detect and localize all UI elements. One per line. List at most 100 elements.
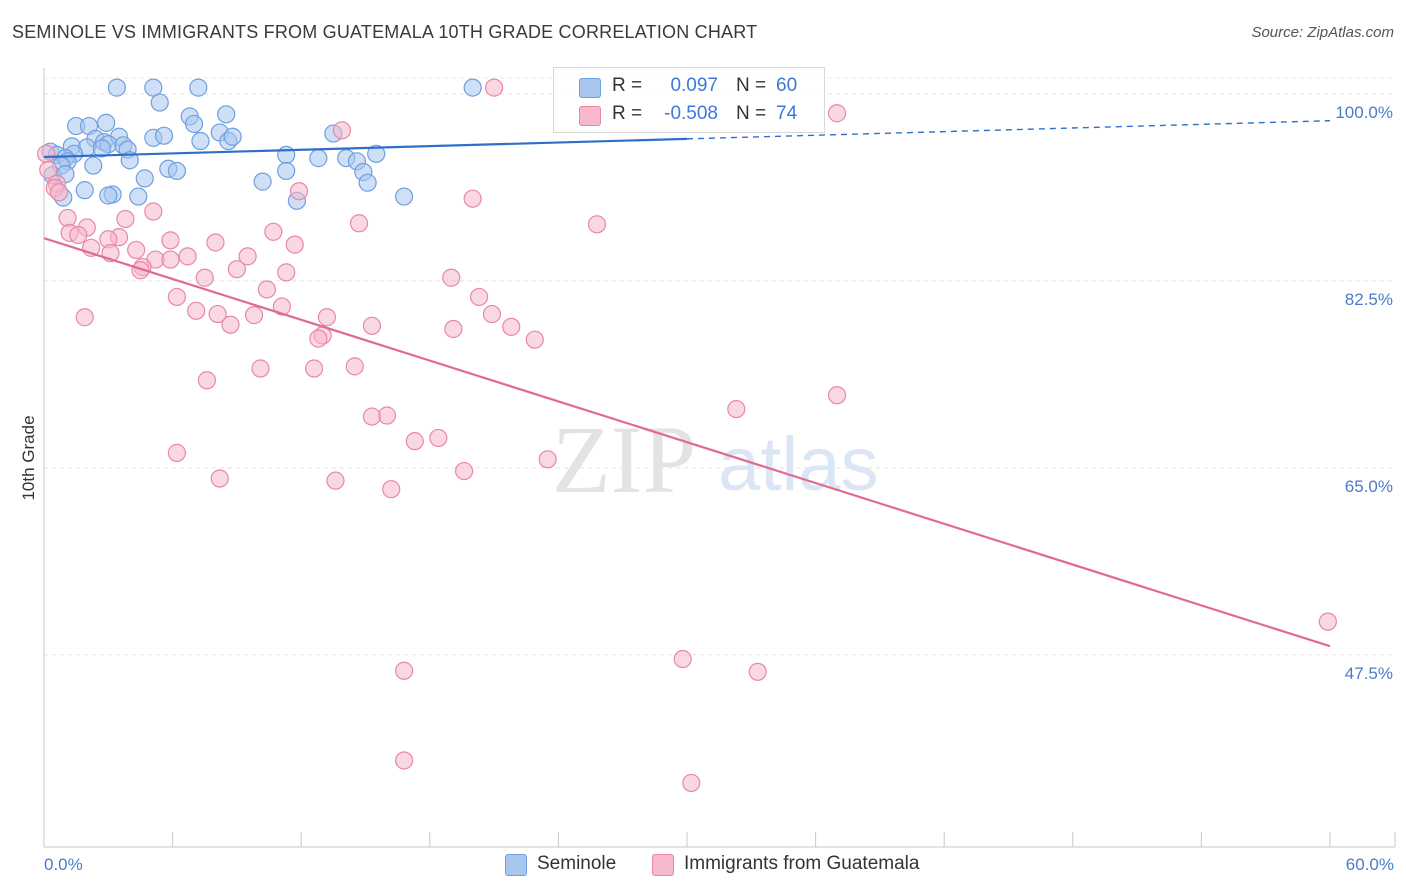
guatemala-point[interactable]	[197, 371, 216, 390]
guatemala-point[interactable]	[131, 261, 150, 280]
x-tick-label-min: 0.0%	[44, 855, 83, 874]
seminole-point[interactable]	[84, 156, 103, 175]
guatemala-point[interactable]	[277, 263, 296, 282]
guatemala-point[interactable]	[187, 301, 206, 320]
seminole-point[interactable]	[463, 78, 482, 97]
guatemala-point[interactable]	[208, 304, 227, 324]
guatemala-point[interactable]	[58, 208, 77, 228]
guatemala-point[interactable]	[178, 247, 197, 266]
seminole-point[interactable]	[75, 181, 94, 200]
guatemala-point[interactable]	[748, 662, 767, 681]
guatemala-point[interactable]	[469, 287, 489, 307]
seminole-point[interactable]	[309, 149, 328, 168]
guatemala-point[interactable]	[442, 268, 461, 287]
n-label: N =	[736, 103, 767, 124]
seminole-point[interactable]	[184, 114, 204, 134]
seminole-point[interactable]	[167, 161, 186, 181]
seminole-point[interactable]	[120, 151, 139, 170]
guatemala-point[interactable]	[244, 306, 264, 325]
guatemala-point[interactable]	[429, 428, 448, 448]
guatemala-point[interactable]	[227, 260, 246, 279]
seminole-point[interactable]	[129, 187, 148, 206]
guatemala-point[interactable]	[39, 160, 58, 179]
seminole-point[interactable]	[144, 78, 163, 97]
seminole-point[interactable]	[277, 161, 296, 181]
guatemala-point[interactable]	[673, 649, 692, 669]
guatemala-point[interactable]	[332, 121, 352, 140]
seminole-point[interactable]	[394, 187, 414, 206]
guatemala-point[interactable]	[49, 183, 69, 202]
seminole-point[interactable]	[358, 173, 377, 192]
guatemala-point[interactable]	[75, 308, 94, 327]
guatemala-point[interactable]	[444, 319, 463, 339]
guatemala-point[interactable]	[1318, 612, 1337, 631]
guatemala-point[interactable]	[362, 407, 382, 426]
guatemala-point[interactable]	[394, 661, 414, 680]
seminole-point[interactable]	[92, 139, 111, 158]
guatemala-point[interactable]	[161, 250, 180, 269]
r-label: R =	[612, 103, 643, 124]
watermark-atlas: atlas	[718, 422, 879, 507]
guatemala-point[interactable]	[221, 315, 240, 334]
seminole-point[interactable]	[367, 144, 386, 163]
guatemala-point[interactable]	[727, 399, 746, 419]
guatemala-point[interactable]	[377, 406, 397, 425]
series-legend: Seminole Immigrants from Guatemala	[0, 852, 1406, 878]
seminole-point[interactable]	[99, 186, 118, 205]
seminole-point[interactable]	[217, 105, 236, 124]
r-label: R =	[612, 75, 643, 96]
guatemala-point[interactable]	[251, 359, 270, 378]
seminole-point[interactable]	[253, 172, 272, 191]
guatemala-point[interactable]	[382, 480, 401, 499]
guatemala-point[interactable]	[482, 304, 502, 324]
n-value: 74	[776, 103, 798, 124]
guatemala-point[interactable]	[525, 330, 544, 349]
seminole-point[interactable]	[154, 126, 174, 145]
guatemala-point[interactable]	[210, 469, 229, 488]
guatemala-point[interactable]	[317, 308, 337, 327]
guatemala-point[interactable]	[304, 359, 324, 378]
guatemala-point[interactable]	[349, 214, 369, 233]
guatemala-point[interactable]	[827, 386, 847, 405]
y-tick-label: 82.5%	[1345, 290, 1393, 309]
guatemala-point[interactable]	[463, 189, 482, 208]
guatemala-point[interactable]	[587, 215, 607, 234]
guatemala-point[interactable]	[272, 297, 292, 316]
guatemala-point[interactable]	[394, 751, 414, 770]
guatemala-point[interactable]	[454, 461, 474, 481]
guatemala-point[interactable]	[195, 268, 214, 287]
seminole-point[interactable]	[107, 78, 126, 97]
guatemala-point[interactable]	[167, 443, 186, 462]
guatemala-point[interactable]	[326, 471, 345, 490]
seminole-point[interactable]	[189, 78, 208, 97]
guatemala-point[interactable]	[485, 78, 504, 97]
guatemala-point[interactable]	[37, 144, 56, 163]
guatemala-point[interactable]	[345, 357, 364, 376]
guatemala-point[interactable]	[144, 202, 163, 221]
guatemala-point[interactable]	[206, 233, 225, 252]
guatemala-point[interactable]	[362, 316, 382, 335]
guatemala-point[interactable]	[167, 287, 186, 307]
guatemala-point[interactable]	[538, 450, 557, 469]
guatemala-point[interactable]	[257, 280, 277, 299]
guatemala-point[interactable]	[127, 240, 146, 260]
guatemala-point[interactable]	[502, 317, 521, 336]
seminole-point[interactable]	[223, 127, 242, 146]
guatemala-point[interactable]	[69, 225, 88, 245]
guatemala-point[interactable]	[309, 329, 328, 348]
seminole-point[interactable]	[191, 131, 210, 151]
seminole-point[interactable]	[150, 93, 169, 112]
guatemala-point[interactable]	[405, 432, 424, 451]
guatemala-point[interactable]	[116, 209, 135, 229]
guatemala-point[interactable]	[827, 104, 847, 123]
stats-legend-row-seminole: R = 0.097 N = 60	[554, 73, 824, 101]
seminole-point[interactable]	[135, 169, 154, 188]
guatemala-point[interactable]	[161, 231, 180, 250]
guatemala-point[interactable]	[264, 222, 283, 241]
guatemala-point[interactable]	[289, 182, 309, 201]
guatemala-point[interactable]	[682, 773, 701, 793]
guatemala-point[interactable]	[285, 235, 304, 254]
seminole-point[interactable]	[97, 113, 116, 132]
guatemala-point[interactable]	[238, 247, 257, 266]
watermark-zip: ZIP	[552, 406, 696, 513]
